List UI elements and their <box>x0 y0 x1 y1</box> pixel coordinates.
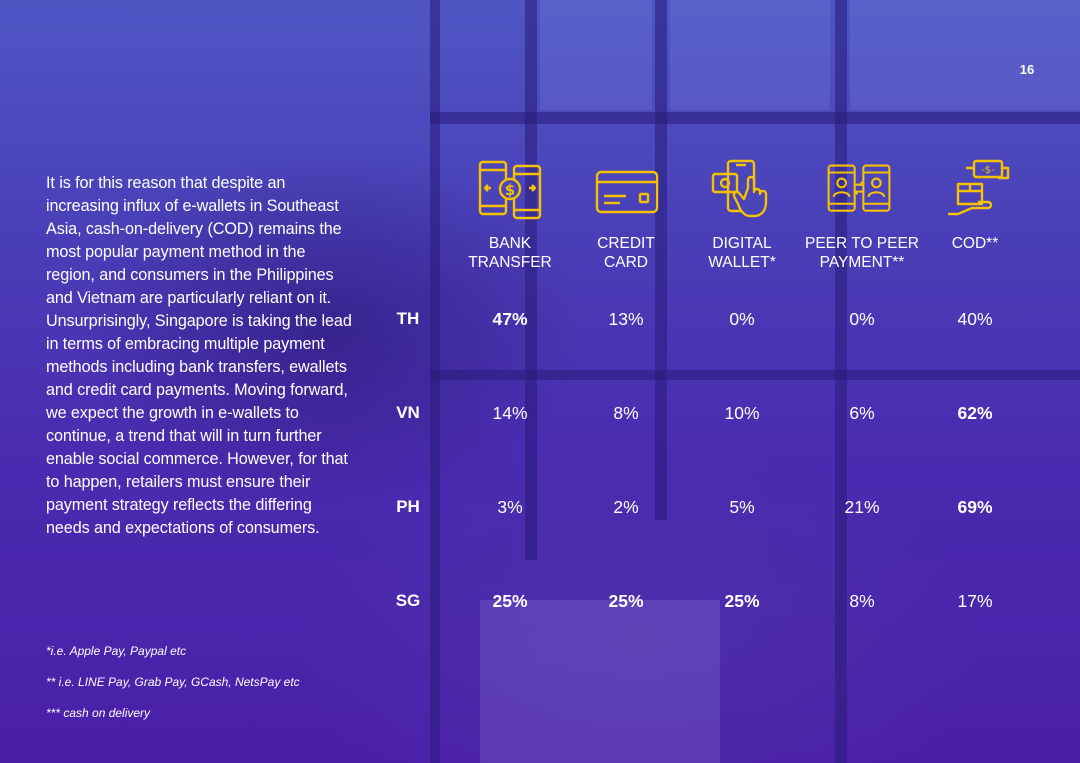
table-cell: 2% <box>613 497 639 517</box>
row-label-sg: SG <box>395 591 421 610</box>
table-cell: 17% <box>957 591 993 611</box>
column-header-bank-transfer: BANK TRANSFER <box>468 235 552 271</box>
table-cell: 13% <box>608 309 644 329</box>
table-cell: 3% <box>497 497 523 517</box>
column-header-peer-to-peer: PEER TO PEER PAYMENT** <box>805 235 919 271</box>
footnote: ** i.e. LINE Pay, Grab Pay, GCash, NetsP… <box>46 675 300 689</box>
table-cell: 5% <box>729 497 755 517</box>
row-label-ph: PH <box>396 497 420 516</box>
page-number: 16 <box>1019 62 1035 77</box>
table-cell: 21% <box>844 497 880 517</box>
table-cell: 25% <box>492 591 528 611</box>
svg-text:-$-: -$- <box>981 165 995 176</box>
table-cell: 47% <box>492 309 528 329</box>
body-paragraph: It is for this reason that despite an in… <box>46 174 352 537</box>
column-header-credit-card: CREDIT CARD <box>597 235 655 271</box>
bank-transfer-icon: $ <box>477 158 543 220</box>
table-cell: 8% <box>613 403 639 423</box>
credit-card-icon <box>594 158 660 220</box>
table-cell: 69% <box>957 497 993 517</box>
footnotes: *i.e. Apple Pay, Paypal etc ** i.e. LINE… <box>46 642 300 735</box>
table-cell: 8% <box>849 591 875 611</box>
table-cell: 40% <box>957 309 993 329</box>
column-header-cod: COD** <box>951 235 999 252</box>
table-cell: 10% <box>724 403 760 423</box>
column-header-digital-wallet: DIGITAL WALLET* <box>708 235 776 271</box>
digital-wallet-icon <box>710 158 776 220</box>
cash-on-delivery-icon: -$- <box>944 158 1010 220</box>
table-cell: 62% <box>957 403 993 423</box>
table-cell: 25% <box>608 591 644 611</box>
table-cell: 25% <box>724 591 760 611</box>
table-cell: 14% <box>492 403 528 423</box>
row-label-th: TH <box>396 309 420 328</box>
table-cell: 6% <box>849 403 875 423</box>
svg-text:$: $ <box>505 181 515 199</box>
peer-to-peer-icon <box>826 158 892 220</box>
footnote: *** cash on delivery <box>46 706 151 720</box>
table-cell: 0% <box>729 309 755 329</box>
table-cell: 0% <box>849 309 875 329</box>
row-label-vn: VN <box>396 403 420 422</box>
footnote: *i.e. Apple Pay, Paypal etc <box>46 644 187 658</box>
